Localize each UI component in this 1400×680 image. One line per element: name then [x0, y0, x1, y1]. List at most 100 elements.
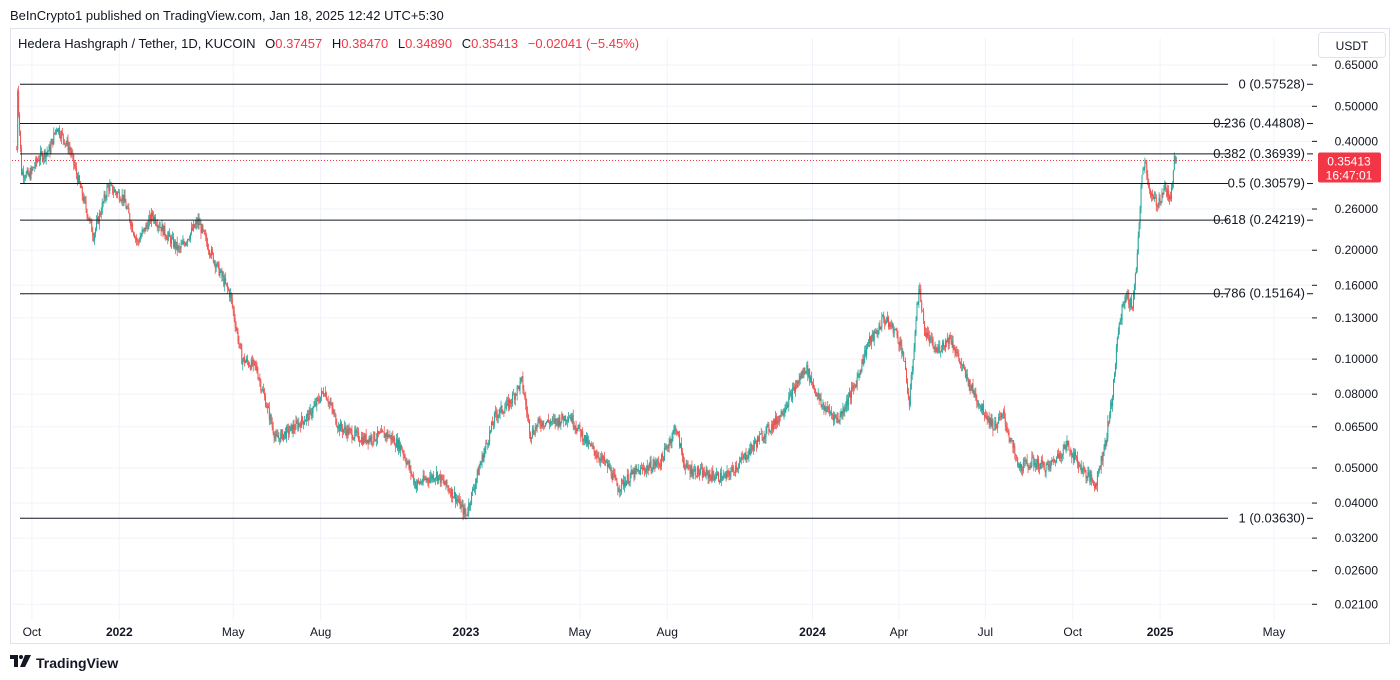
candle-body [146, 224, 148, 226]
candle-body [712, 470, 714, 476]
candle-body [415, 481, 417, 489]
candle-body [1014, 446, 1016, 455]
candle-body [906, 369, 908, 382]
candle-body [301, 416, 303, 428]
candle-body [565, 416, 567, 422]
candle-body [219, 271, 221, 276]
candle-body [815, 392, 817, 397]
candle-body [775, 416, 777, 425]
candle-body [1019, 464, 1021, 468]
candle-body [858, 374, 860, 376]
candle-body [204, 230, 206, 235]
candle-body [342, 429, 344, 433]
candle-body [276, 434, 278, 436]
candle-body [677, 432, 679, 434]
candle-body [1052, 460, 1054, 462]
candle-body [518, 386, 520, 390]
candle-body [294, 429, 296, 430]
candle-body [67, 140, 69, 151]
candle-body [1137, 236, 1139, 253]
candle-body [835, 415, 837, 419]
y-tick-label: 0.20000 [1335, 243, 1379, 257]
candle-body [103, 194, 105, 202]
candle-body [183, 241, 185, 244]
candle-body [675, 427, 677, 432]
candle-body [188, 239, 190, 240]
candle-body [362, 436, 364, 445]
candle-body [1145, 162, 1147, 164]
candle-body [653, 461, 655, 466]
candle-body [293, 425, 295, 430]
candle-body [381, 430, 383, 432]
candle-body [610, 467, 612, 477]
candle-body [956, 351, 958, 354]
candle-body [391, 436, 393, 441]
candle-body [617, 485, 619, 493]
candle-body [1093, 481, 1095, 486]
candle-body [628, 481, 630, 484]
candle-body [495, 411, 497, 415]
candle-body [516, 386, 518, 395]
candle-body [1173, 155, 1175, 171]
candle-body [1011, 440, 1013, 442]
candle-body [331, 403, 333, 409]
candle-body [1171, 182, 1173, 188]
fib-label: 0.382 (0.36939) [1213, 146, 1305, 161]
candle-body [624, 482, 626, 486]
candle-body [636, 469, 638, 471]
candle-body [88, 217, 90, 221]
candle-body [728, 471, 730, 475]
candle-body [842, 408, 844, 414]
candle-body [181, 243, 183, 245]
candle-body [378, 432, 380, 434]
candle-body [404, 455, 406, 461]
candle-body [406, 462, 408, 465]
candle-body [695, 468, 697, 476]
candle-body [287, 427, 289, 434]
candle-body [28, 173, 30, 176]
candle-body [136, 240, 138, 241]
candle-body [925, 333, 927, 338]
candle-body [473, 488, 475, 490]
candle-body [541, 421, 543, 427]
candle-body [231, 298, 233, 306]
candle-body [255, 364, 257, 366]
candle-body [1102, 455, 1104, 461]
candle-body [552, 418, 554, 420]
candle-body [476, 469, 478, 479]
candle-body [25, 172, 27, 178]
candle-body [1096, 472, 1098, 486]
candle-body [1170, 196, 1172, 199]
candle-body [903, 351, 905, 362]
candle-body [139, 237, 141, 242]
candle-body [962, 364, 964, 366]
candle-body [514, 394, 516, 400]
candle-body [251, 359, 253, 366]
candle-body [923, 311, 925, 322]
candle-body [436, 472, 438, 481]
candle-body [340, 423, 342, 432]
candle-body [680, 443, 682, 448]
candle-body [266, 405, 268, 408]
candle-body [105, 197, 107, 199]
footer-brand[interactable]: TradingView [10, 654, 118, 671]
currency-button[interactable]: USDT [1318, 32, 1386, 58]
candle-body [1053, 459, 1055, 462]
candle-body [564, 416, 566, 422]
candle-body [776, 420, 778, 425]
candle-body [881, 316, 883, 328]
candle-body [29, 173, 31, 180]
candle-body [794, 385, 796, 392]
candle-body [442, 479, 444, 481]
candle-body [1045, 464, 1047, 473]
candle-body [645, 468, 647, 473]
candle-body [18, 91, 20, 114]
candle-body [114, 190, 116, 193]
candle-body [371, 436, 373, 442]
candle-body [322, 392, 324, 396]
candle-body [111, 184, 113, 186]
candle-body [692, 474, 694, 476]
candle-body [969, 380, 971, 391]
candle-body [360, 441, 362, 443]
